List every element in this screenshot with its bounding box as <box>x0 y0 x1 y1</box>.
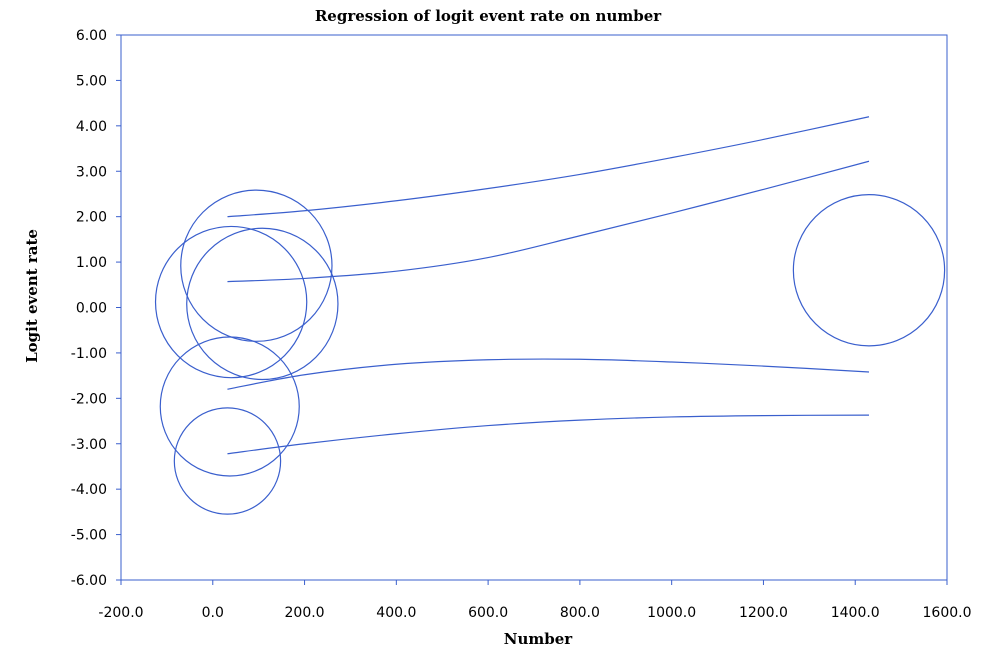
x-tick-label: 1400.0 <box>831 605 880 621</box>
y-tick-label: 0.00 <box>76 301 107 317</box>
y-tick-label: 4.00 <box>76 119 107 135</box>
y-tick-label: -6.00 <box>71 573 107 589</box>
data-point-4 <box>159 336 300 477</box>
x-axis-label: Number <box>504 630 574 648</box>
data-point-2 <box>154 225 308 379</box>
y-tick-label: -3.00 <box>71 437 107 453</box>
x-axis: -200.0 0.0 200.0 400.0 600.0 800.0 1000.0 1200.… <box>98 580 972 621</box>
regression-curves <box>227 116 870 455</box>
y-axis-label: Logit event rate <box>23 229 41 363</box>
y-tick-label: -4.00 <box>71 482 107 498</box>
regression-curve-4 <box>227 414 869 455</box>
plot-frame <box>120 34 948 581</box>
x-tick-label: 800.0 <box>560 605 600 621</box>
data-point-1 <box>180 189 333 342</box>
regression-curve-1 <box>227 116 870 218</box>
x-tick-label: 0.0 <box>202 605 224 621</box>
regression-curve-2 <box>227 160 870 283</box>
data-point-6 <box>792 194 946 347</box>
regression-curve-3 <box>227 358 870 390</box>
y-tick-label: -1.00 <box>71 346 107 362</box>
data-point-3 <box>186 227 339 381</box>
x-tick-label: 1000.0 <box>647 605 696 621</box>
y-tick-label: 3.00 <box>76 164 107 180</box>
y-tick-label: 6.00 <box>76 28 107 44</box>
x-tick-label: 1600.0 <box>923 605 972 621</box>
y-axis: 6.00 5.00 4.00 3.00 2.00 1.00 0.00 -1.00 -2.00 -3… <box>71 28 121 589</box>
x-tick-label: 400.0 <box>376 605 416 621</box>
data-point-5 <box>173 407 282 515</box>
y-tick-label: -2.00 <box>71 391 107 407</box>
x-tick-label: 200.0 <box>285 605 325 621</box>
chart-title: Regression of logit event rate on number <box>315 7 662 25</box>
y-tick-label: 1.00 <box>76 255 107 271</box>
x-tick-label: -200.0 <box>98 605 143 621</box>
x-tick-label: 1200.0 <box>739 605 788 621</box>
data-points <box>154 189 946 515</box>
y-tick-label: 2.00 <box>76 210 107 226</box>
y-tick-label: -5.00 <box>71 528 107 544</box>
x-tick-label: 600.0 <box>468 605 508 621</box>
y-tick-label: 5.00 <box>76 73 107 89</box>
